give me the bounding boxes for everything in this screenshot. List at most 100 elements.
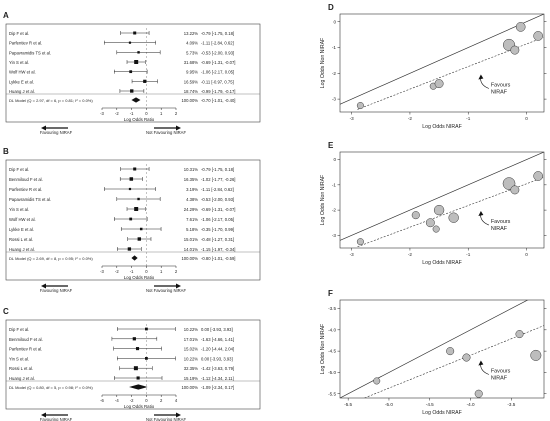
model-ci: -0.70 [-1.01, -0.40] [201,98,235,103]
favour-right-arrowhead [176,412,181,418]
study-name: Yin S et al. [9,207,29,212]
x-tick-label: -2 [408,252,413,257]
study-ci: 0.00 [-3.93, 3.93] [201,356,233,361]
x-tick-label: 1 [160,111,163,116]
favour-left-label: Favouring NIRAF [40,417,73,421]
favour-right-arrowhead [176,283,181,289]
model-label: DL Model (Q = 2.97, df = 6, p = 0.81; I²… [9,98,93,103]
annotation-arrowhead [478,360,484,366]
study-weight: 4.09% [186,41,198,46]
x-axis-label: Log Odds NIRAF [422,260,462,266]
panel-frame [5,159,261,281]
identity-line [340,300,529,398]
y-tick-label: -5.5 [328,391,336,396]
study-weight: 14.01% [184,247,198,252]
study-ci: -0.53 [-2.00, 0.93] [201,197,234,202]
y-tick-label: -1 [332,45,337,50]
favours-annotation-line1: Favours [491,369,511,375]
x-tick-label: -2 [130,398,134,403]
study-ci: -1.11 [-2.84, 0.62] [201,41,234,46]
study-ci: -1.12 [-4.34, 2.11] [201,376,234,381]
summary-diamond [131,97,141,103]
favour-left-label: Favouring NIRAF [40,130,73,135]
favours-annotation-line2: NIRAF [491,90,508,96]
x-axis-label: Log Odds Ratio [124,404,155,409]
study-weight: 4.38% [186,197,198,202]
x-tick-label: 0 [525,116,528,121]
study-name: Parfentiev R et al. [9,187,42,192]
study-name: Lykke E et al. [9,79,34,84]
x-tick-label: -5.5 [344,402,352,407]
study-ci: -0.11 [-0.97, 0.75] [201,79,234,84]
favour-right-label: Not Favouring NIRAF [146,288,186,293]
x-tick-label: 0 [145,398,148,403]
study-name: Wolf HW et al. [9,70,36,75]
study-ci: -0.69 [-1.31, -0.07] [201,60,235,65]
panel-letter: D [328,3,334,12]
x-tick-label: -6 [100,398,104,403]
summary-diamond [131,255,138,261]
y-tick-label: -3.5 [328,306,336,311]
study-weight: 5.73% [186,50,198,55]
x-tick-label: -4.0 [467,402,475,407]
study-ci: -1.11 [-2.84, 0.62] [201,187,234,192]
study-name: Rossi L et al. [9,366,33,371]
study-point [356,238,364,246]
plot-frame [339,151,545,249]
study-name: Huang J et al. [9,89,35,94]
study-ci: -0.35 [-1.70, 0.99] [201,227,234,232]
study-name: Dip F et al. [9,327,29,332]
x-tick-label: 0 [525,252,528,257]
effect-square [145,327,148,331]
study-weight: 15.02% [184,347,198,352]
effect-square [129,217,133,221]
study-ci: -0.48 [-1.27, 0.31] [201,237,234,242]
study-weight: 18.74% [184,89,198,94]
effect-square [136,376,140,380]
study-ci: -1.06 [-2.17, 0.05] [201,217,234,222]
effect-square [128,41,132,44]
y-tick-label: -1 [332,182,337,187]
x-tick-label: 2 [175,111,178,116]
y-tick-label: -3 [332,233,337,238]
study-point [533,171,543,181]
x-axis-label: Log Odds NIRAF [422,410,462,416]
y-tick-label: -2 [332,71,337,76]
annotation-arrowhead [478,74,484,80]
study-ci: -1.42 [-3.63, 0.79] [201,366,234,371]
x-tick-label: -1 [466,116,471,121]
effect-square [133,366,138,371]
y-axis-label: Log Odds Non NIRAF [320,175,326,225]
y-tick-label: 0 [333,157,336,162]
study-weight: 5.18% [186,227,198,232]
panel-letter: B [3,147,9,156]
y-tick-label: -4.0 [328,327,336,332]
panel-letter: F [328,289,333,298]
study-point [462,353,471,362]
panel-letter: E [328,141,334,150]
pooled-effect-line [364,325,544,398]
model-ci: -1.09 [-2.34, 0.17] [201,385,234,390]
x-tick-label: -2 [115,111,119,116]
favours-annotation-line2: NIRAF [491,376,508,382]
identity-line [340,14,544,105]
study-point [515,330,524,339]
study-weight: 16.35% [184,177,198,182]
effect-square [132,337,136,341]
study-name: Parfentiev R et al. [9,41,42,46]
y-tick-label: -3 [332,97,337,102]
study-weight: 32.35% [184,366,198,371]
study-name: Rossi L et al. [9,237,33,242]
x-tick-label: -1 [130,111,134,116]
study-point [425,218,435,228]
effect-square [134,207,139,211]
study-ci: -1.02 [-1.77, -0.26] [201,177,235,182]
study-name: Huang J et al. [9,376,35,381]
effect-square [129,70,133,74]
favour-right-label: Not Favouring NIRAF [146,130,186,135]
panel-letter: C [3,307,9,316]
study-name: Dip F et al. [9,167,29,172]
study-name: Parfentiev R et al. [9,347,42,352]
